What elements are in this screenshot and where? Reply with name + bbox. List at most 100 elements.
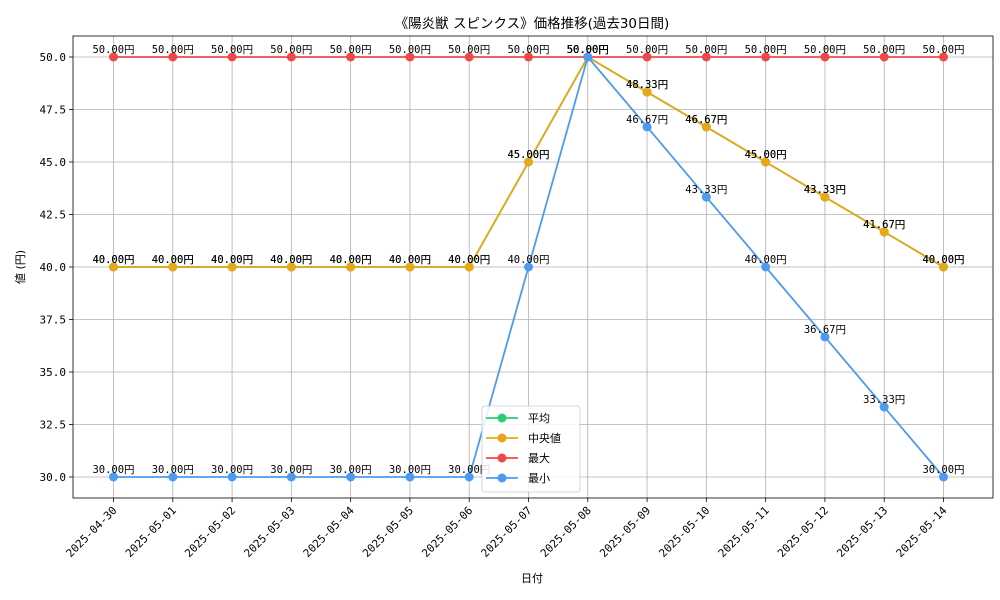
data-label: 50.00円	[389, 44, 431, 56]
series-point	[642, 52, 652, 62]
data-labels: 40.00円 40.00円 40.00円 40.00円 40.00円 40.00円 40.0…	[92, 44, 964, 476]
series-point	[286, 472, 296, 482]
data-label: 30.00円	[389, 464, 431, 476]
y-tick-label: 47.5	[40, 104, 67, 117]
data-label: 46.67円	[685, 114, 727, 126]
series-point	[761, 262, 771, 272]
y-tick-label: 37.5	[40, 314, 67, 327]
series-point	[879, 52, 889, 62]
data-label: 30.00円	[922, 464, 964, 476]
series-point	[168, 52, 178, 62]
series-point	[583, 52, 593, 62]
data-label: 50.00円	[507, 44, 549, 56]
data-label: 48.33円	[626, 79, 668, 91]
series-point	[227, 262, 237, 272]
data-label: 46.67円	[685, 114, 727, 126]
data-label: 40.00円	[745, 254, 787, 266]
data-label: 33.33円	[863, 394, 905, 406]
x-tick-label: 2025-05-11	[716, 504, 772, 560]
y-tick-label: 35.0	[40, 366, 67, 379]
series-point	[879, 402, 889, 412]
x-tick-label: 2025-05-06	[419, 504, 475, 560]
series-point	[464, 262, 474, 272]
y-tick-label: 50.0	[40, 51, 67, 64]
series-point	[405, 52, 415, 62]
chart-title: 《陽炎獣 スピンクス》価格推移(過去30日間)	[395, 16, 670, 32]
y-tick-label: 45.0	[40, 156, 67, 169]
legend-entry: 最大	[528, 451, 550, 465]
data-label: 45.00円	[507, 149, 549, 161]
data-label: 46.67円	[626, 114, 668, 126]
data-label: 50.00円	[92, 44, 134, 56]
series-point	[524, 157, 533, 167]
data-label: 50.00円	[626, 44, 668, 56]
data-label: 43.33円	[804, 184, 846, 196]
x-tick-label: 2025-05-10	[656, 504, 712, 560]
data-label: 48.33円	[626, 79, 668, 91]
x-tick-label: 2025-04-30	[64, 504, 120, 560]
series-point	[286, 52, 296, 62]
data-label: 50.00円	[270, 44, 312, 56]
data-label: 43.33円	[685, 184, 727, 196]
series-point	[939, 472, 948, 482]
x-tick-label: 2025-05-12	[775, 504, 831, 560]
y-tick-label: 42.5	[40, 209, 67, 222]
data-label: 50.00円	[567, 44, 609, 56]
data-label: 45.00円	[745, 149, 787, 161]
legend-entry: 中央値	[528, 432, 561, 445]
y-tick-label: 32.5	[40, 419, 67, 432]
series-point	[346, 52, 356, 62]
data-label: 40.00円	[152, 254, 194, 266]
series-point	[820, 332, 830, 342]
data-label: 50.00円	[330, 44, 372, 56]
y-tick-label: 40.0	[40, 261, 67, 274]
data-label: 40.00円	[330, 254, 372, 266]
x-tick-label: 2025-05-14	[894, 504, 950, 560]
x-tick-label: 2025-05-01	[123, 504, 179, 560]
data-label: 40.00円	[448, 254, 490, 266]
series-point	[109, 52, 118, 62]
series-point	[168, 472, 178, 482]
data-label: 40.00円	[270, 254, 312, 266]
series-point	[642, 87, 652, 97]
data-label: 50.00円	[863, 44, 905, 56]
data-label: 41.67円	[863, 219, 905, 231]
y-axis-ticks: 30.0 32.5 35.0 37.5 40.0 42.5 45.0 47.5 50.0	[40, 51, 73, 484]
legend-marker	[497, 473, 507, 483]
data-label: 50.00円	[211, 44, 253, 56]
series-point	[227, 52, 237, 62]
series-1	[109, 52, 948, 272]
data-label: 40.00円	[922, 254, 964, 266]
series-point	[109, 472, 118, 482]
series-point	[939, 262, 948, 272]
x-tick-label: 2025-05-03	[241, 504, 297, 560]
x-tick-label: 2025-05-04	[301, 504, 357, 560]
data-label: 36.67円	[804, 324, 846, 336]
x-tick-label: 2025-05-09	[597, 504, 653, 560]
data-label: 40.00円	[448, 254, 490, 266]
series-point	[286, 262, 296, 272]
data-label: 40.00円	[92, 254, 134, 266]
data-label: 50.00円	[448, 44, 490, 56]
data-label: 45.00円	[507, 149, 549, 161]
series-point	[464, 52, 474, 62]
series-point	[820, 52, 830, 62]
series-point	[701, 192, 711, 202]
data-label: 40.00円	[389, 254, 431, 266]
data-label: 40.00円	[922, 254, 964, 266]
x-tick-label: 2025-05-02	[182, 504, 238, 560]
series-point	[701, 52, 711, 62]
legend-entry: 平均	[528, 412, 550, 425]
data-label: 40.00円	[389, 254, 431, 266]
legend-marker	[497, 453, 507, 463]
data-label: 30.00円	[270, 464, 312, 476]
data-label: 50.00円	[567, 44, 609, 56]
data-label: 40.00円	[211, 254, 253, 266]
x-tick-label: 2025-05-07	[479, 504, 535, 560]
data-label: 50.00円	[685, 44, 727, 56]
data-label: 43.33円	[804, 184, 846, 196]
data-label: 50.00円	[567, 44, 609, 56]
y-axis-label: 値 (円)	[14, 250, 27, 284]
